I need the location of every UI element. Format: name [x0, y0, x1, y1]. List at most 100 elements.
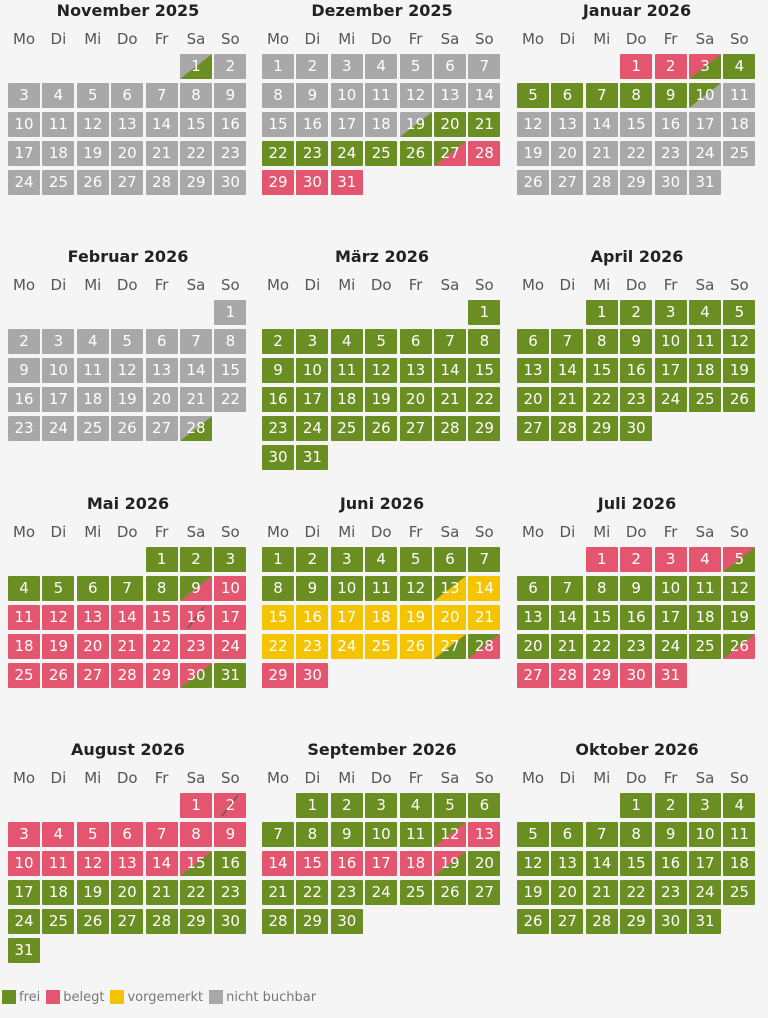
day-cell[interactable]: 18: [42, 141, 75, 166]
day-cell[interactable]: 26: [723, 634, 756, 659]
day-cell[interactable]: 11: [723, 83, 756, 108]
day-cell[interactable]: 21: [468, 112, 501, 137]
day-cell[interactable]: 9: [620, 329, 653, 354]
day-cell[interactable]: 13: [111, 851, 144, 876]
day-cell[interactable]: 30: [214, 170, 247, 195]
day-cell[interactable]: 13: [434, 83, 466, 108]
day-cell[interactable]: 23: [654, 141, 687, 166]
day-cell[interactable]: 20: [76, 634, 109, 659]
day-cell[interactable]: 26: [42, 663, 75, 688]
day-cell[interactable]: 11: [76, 358, 109, 383]
day-cell[interactable]: 10: [8, 112, 40, 137]
day-cell[interactable]: 8: [214, 329, 247, 354]
day-cell[interactable]: 14: [468, 83, 501, 108]
day-cell[interactable]: 13: [434, 576, 466, 601]
day-cell[interactable]: 8: [262, 576, 294, 601]
day-cell[interactable]: 15: [180, 851, 212, 876]
day-cell[interactable]: 22: [262, 634, 294, 659]
day-cell[interactable]: 19: [399, 605, 432, 630]
day-cell[interactable]: 19: [365, 387, 398, 412]
day-cell[interactable]: 28: [111, 663, 144, 688]
day-cell[interactable]: 21: [585, 880, 618, 905]
day-cell[interactable]: 7: [551, 576, 584, 601]
day-cell[interactable]: 28: [468, 141, 501, 166]
day-cell[interactable]: 23: [620, 387, 653, 412]
day-cell[interactable]: 12: [365, 358, 398, 383]
day-cell[interactable]: 8: [468, 329, 501, 354]
day-cell[interactable]: 16: [620, 605, 653, 630]
day-cell[interactable]: 6: [111, 822, 144, 847]
day-cell[interactable]: 23: [330, 880, 363, 905]
day-cell[interactable]: 6: [111, 83, 144, 108]
day-cell[interactable]: 30: [620, 663, 653, 688]
day-cell[interactable]: 25: [365, 141, 398, 166]
day-cell[interactable]: 27: [434, 141, 466, 166]
day-cell[interactable]: 3: [8, 83, 40, 108]
day-cell[interactable]: 16: [296, 605, 329, 630]
day-cell[interactable]: 1: [262, 54, 294, 79]
day-cell[interactable]: 21: [551, 387, 584, 412]
day-cell[interactable]: 24: [654, 387, 687, 412]
day-cell[interactable]: 21: [111, 634, 144, 659]
day-cell[interactable]: 11: [365, 83, 398, 108]
day-cell[interactable]: 25: [689, 387, 721, 412]
day-cell[interactable]: 10: [654, 576, 687, 601]
day-cell[interactable]: 5: [517, 83, 549, 108]
day-cell[interactable]: 2: [180, 547, 212, 572]
day-cell[interactable]: 10: [296, 358, 329, 383]
day-cell[interactable]: 2: [214, 793, 247, 818]
day-cell[interactable]: 7: [111, 576, 144, 601]
day-cell[interactable]: 19: [42, 634, 75, 659]
day-cell[interactable]: 30: [180, 663, 212, 688]
day-cell[interactable]: 31: [689, 909, 721, 934]
day-cell[interactable]: 20: [517, 634, 549, 659]
day-cell[interactable]: 23: [262, 416, 294, 441]
day-cell[interactable]: 30: [654, 909, 687, 934]
day-cell[interactable]: 29: [620, 170, 653, 195]
day-cell[interactable]: 12: [111, 358, 144, 383]
day-cell[interactable]: 4: [8, 576, 40, 601]
day-cell[interactable]: 7: [262, 822, 294, 847]
day-cell[interactable]: 5: [399, 547, 432, 572]
day-cell[interactable]: 27: [551, 909, 584, 934]
day-cell[interactable]: 13: [551, 112, 584, 137]
day-cell[interactable]: 9: [262, 358, 294, 383]
day-cell[interactable]: 27: [399, 416, 432, 441]
day-cell[interactable]: 1: [180, 793, 212, 818]
day-cell[interactable]: 16: [654, 112, 687, 137]
day-cell[interactable]: 7: [585, 822, 618, 847]
day-cell[interactable]: 11: [689, 329, 721, 354]
day-cell[interactable]: 2: [8, 329, 40, 354]
day-cell[interactable]: 31: [296, 445, 329, 470]
day-cell[interactable]: 13: [468, 822, 501, 847]
day-cell[interactable]: 11: [8, 605, 40, 630]
day-cell[interactable]: 4: [76, 329, 109, 354]
day-cell[interactable]: 24: [689, 880, 721, 905]
day-cell[interactable]: 19: [76, 880, 109, 905]
day-cell[interactable]: 3: [689, 54, 721, 79]
day-cell[interactable]: 18: [723, 851, 756, 876]
day-cell[interactable]: 22: [214, 387, 247, 412]
day-cell[interactable]: 3: [654, 300, 687, 325]
day-cell[interactable]: 4: [365, 547, 398, 572]
day-cell[interactable]: 20: [434, 112, 466, 137]
day-cell[interactable]: 30: [620, 416, 653, 441]
day-cell[interactable]: 13: [399, 358, 432, 383]
day-cell[interactable]: 12: [723, 576, 756, 601]
day-cell[interactable]: 31: [654, 663, 687, 688]
day-cell[interactable]: 2: [214, 54, 247, 79]
day-cell[interactable]: 3: [365, 793, 398, 818]
day-cell[interactable]: 8: [585, 329, 618, 354]
day-cell[interactable]: 3: [330, 547, 363, 572]
day-cell[interactable]: 31: [8, 938, 40, 963]
day-cell[interactable]: 12: [517, 112, 549, 137]
day-cell[interactable]: 15: [296, 851, 329, 876]
day-cell[interactable]: 18: [365, 112, 398, 137]
day-cell[interactable]: 9: [296, 576, 329, 601]
day-cell[interactable]: 12: [42, 605, 75, 630]
day-cell[interactable]: 27: [551, 170, 584, 195]
day-cell[interactable]: 30: [296, 663, 329, 688]
day-cell[interactable]: 30: [214, 909, 247, 934]
day-cell[interactable]: 14: [434, 358, 466, 383]
day-cell[interactable]: 8: [620, 822, 653, 847]
